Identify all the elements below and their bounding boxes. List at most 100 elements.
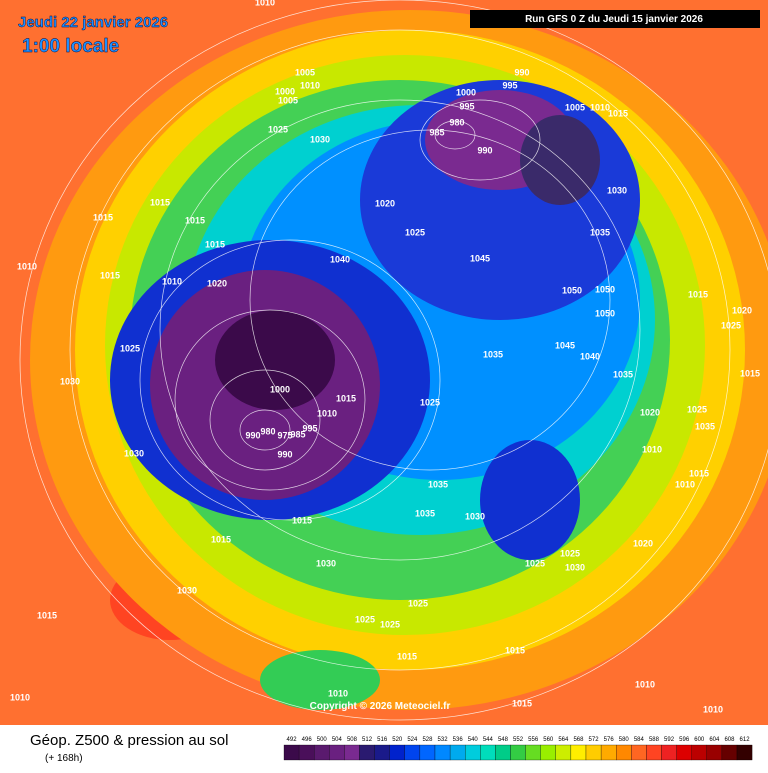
pressure-label: 1045	[470, 253, 490, 263]
pressure-label: 1035	[590, 227, 610, 237]
pressure-label: 1045	[555, 340, 575, 350]
legend-label: 540	[468, 737, 479, 743]
legend-swatch	[706, 744, 723, 761]
pressure-label: 1010	[17, 261, 37, 271]
legend-label: 512	[362, 737, 373, 743]
pressure-label: 1025	[420, 397, 440, 407]
legend-label: 580	[619, 737, 630, 743]
legend-label: 508	[347, 737, 358, 743]
pressure-label: 990	[277, 449, 292, 459]
legend-swatch	[404, 744, 421, 761]
legend-swatch	[495, 744, 511, 761]
legend-swatch	[389, 744, 405, 761]
pressure-label: 1035	[695, 421, 715, 431]
pressure-label: 1030	[60, 376, 80, 386]
legend-swatch	[314, 744, 330, 761]
legend-label: 572	[589, 737, 600, 743]
legend-label: 596	[679, 737, 690, 743]
pressure-label: 1000	[270, 384, 290, 394]
legend-label: 608	[724, 737, 735, 743]
pressure-label: 1030	[124, 448, 144, 458]
legend-label: 504	[332, 737, 343, 743]
pressure-label: 1015	[93, 212, 113, 222]
pressure-label: 995	[459, 101, 474, 111]
legend-label: 588	[649, 737, 660, 743]
pressure-label: 1010	[642, 444, 662, 454]
pressure-label: 1020	[732, 305, 752, 315]
pressure-label: 1015	[150, 197, 170, 207]
legend-label: 576	[604, 737, 615, 743]
pressure-label: 1005	[295, 67, 315, 77]
legend-swatch	[480, 744, 496, 761]
pressure-label: 1025	[405, 227, 425, 237]
legend-swatch	[540, 744, 556, 761]
pressure-label: 985	[429, 127, 444, 137]
pressure-labels: 1010100510101000100510251030990995100099…	[10, 0, 760, 714]
run-banner	[470, 10, 760, 28]
pressure-label: 995	[302, 423, 317, 433]
pressure-label: 1010	[10, 692, 30, 702]
pressure-label: 1020	[375, 198, 395, 208]
legend-label: 560	[543, 737, 554, 743]
copyright: Copyright © 2026 Meteociel.fr	[310, 701, 451, 712]
legend-swatch	[721, 744, 738, 761]
legend-label: 592	[664, 737, 675, 743]
legend-swatch	[510, 744, 526, 761]
pressure-label: 1000	[275, 86, 295, 96]
legend: 492 496 500 504 508 512 516 520 524 528 532 536 540 5…	[283, 737, 753, 761]
run-info: Run GFS 0 Z du Jeudi 15 janvier 2026	[525, 14, 703, 25]
pressure-label: 1010	[317, 408, 337, 418]
pressure-label: 1000	[456, 87, 476, 97]
legend-swatch	[298, 744, 315, 761]
pressure-label: 1015	[211, 534, 231, 544]
pressure-label: 1030	[316, 558, 336, 568]
pressure-label: 1015	[185, 215, 205, 225]
legend-label: 604	[709, 737, 720, 743]
legend-label: 568	[573, 737, 584, 743]
pressure-label: 985	[290, 429, 305, 439]
pressure-label: 1025	[355, 614, 375, 624]
pressure-label: 1035	[613, 369, 633, 379]
pressure-label: 1020	[207, 278, 227, 288]
legend-swatch	[661, 744, 677, 761]
legend-swatch	[691, 744, 707, 761]
forecast-date: Jeudi 22 janvier 2026	[18, 14, 168, 31]
pressure-label: 1005	[278, 95, 298, 105]
legend-label: 536	[453, 737, 464, 743]
legend-swatch	[344, 744, 360, 761]
pressure-label: 1025	[120, 343, 140, 353]
pressure-label: 1015	[100, 270, 120, 280]
pressure-label: 1030	[177, 585, 197, 595]
pressure-label: 1025	[380, 619, 400, 629]
legend-swatch	[631, 744, 647, 761]
legend-label: 520	[392, 737, 403, 743]
pressure-label: 1050	[595, 308, 615, 318]
pressure-label: 1010	[635, 679, 655, 689]
forecast-time: 1:00 locale	[22, 36, 119, 57]
pressure-label: 1025	[721, 320, 741, 330]
pressure-label: 1020	[633, 538, 653, 548]
legend-label: 600	[694, 737, 705, 743]
pressure-label: 1050	[595, 284, 615, 294]
legend-swatch	[525, 744, 541, 761]
legend-swatch	[434, 744, 451, 761]
legend-label: 496	[302, 737, 313, 743]
pressure-label: 1040	[580, 351, 600, 361]
pressure-label: 1005	[565, 102, 585, 112]
pressure-label: 1025	[268, 124, 288, 134]
pressure-label: 980	[260, 426, 275, 436]
legend-label: 500	[317, 737, 328, 743]
legend-label: 524	[407, 737, 418, 743]
pressure-label: 1015	[688, 289, 708, 299]
pressure-label: 1015	[336, 393, 356, 403]
legend-swatch	[283, 744, 300, 761]
pressure-label: 990	[514, 67, 529, 77]
pressure-label: 1020	[640, 407, 660, 417]
pressure-label: 1030	[607, 185, 627, 195]
pressure-label: 1010	[590, 102, 610, 112]
pressure-label: 1035	[415, 508, 435, 518]
pressure-label: 1010	[703, 704, 723, 714]
legend-swatch	[736, 744, 753, 761]
legend-swatch	[359, 744, 375, 761]
